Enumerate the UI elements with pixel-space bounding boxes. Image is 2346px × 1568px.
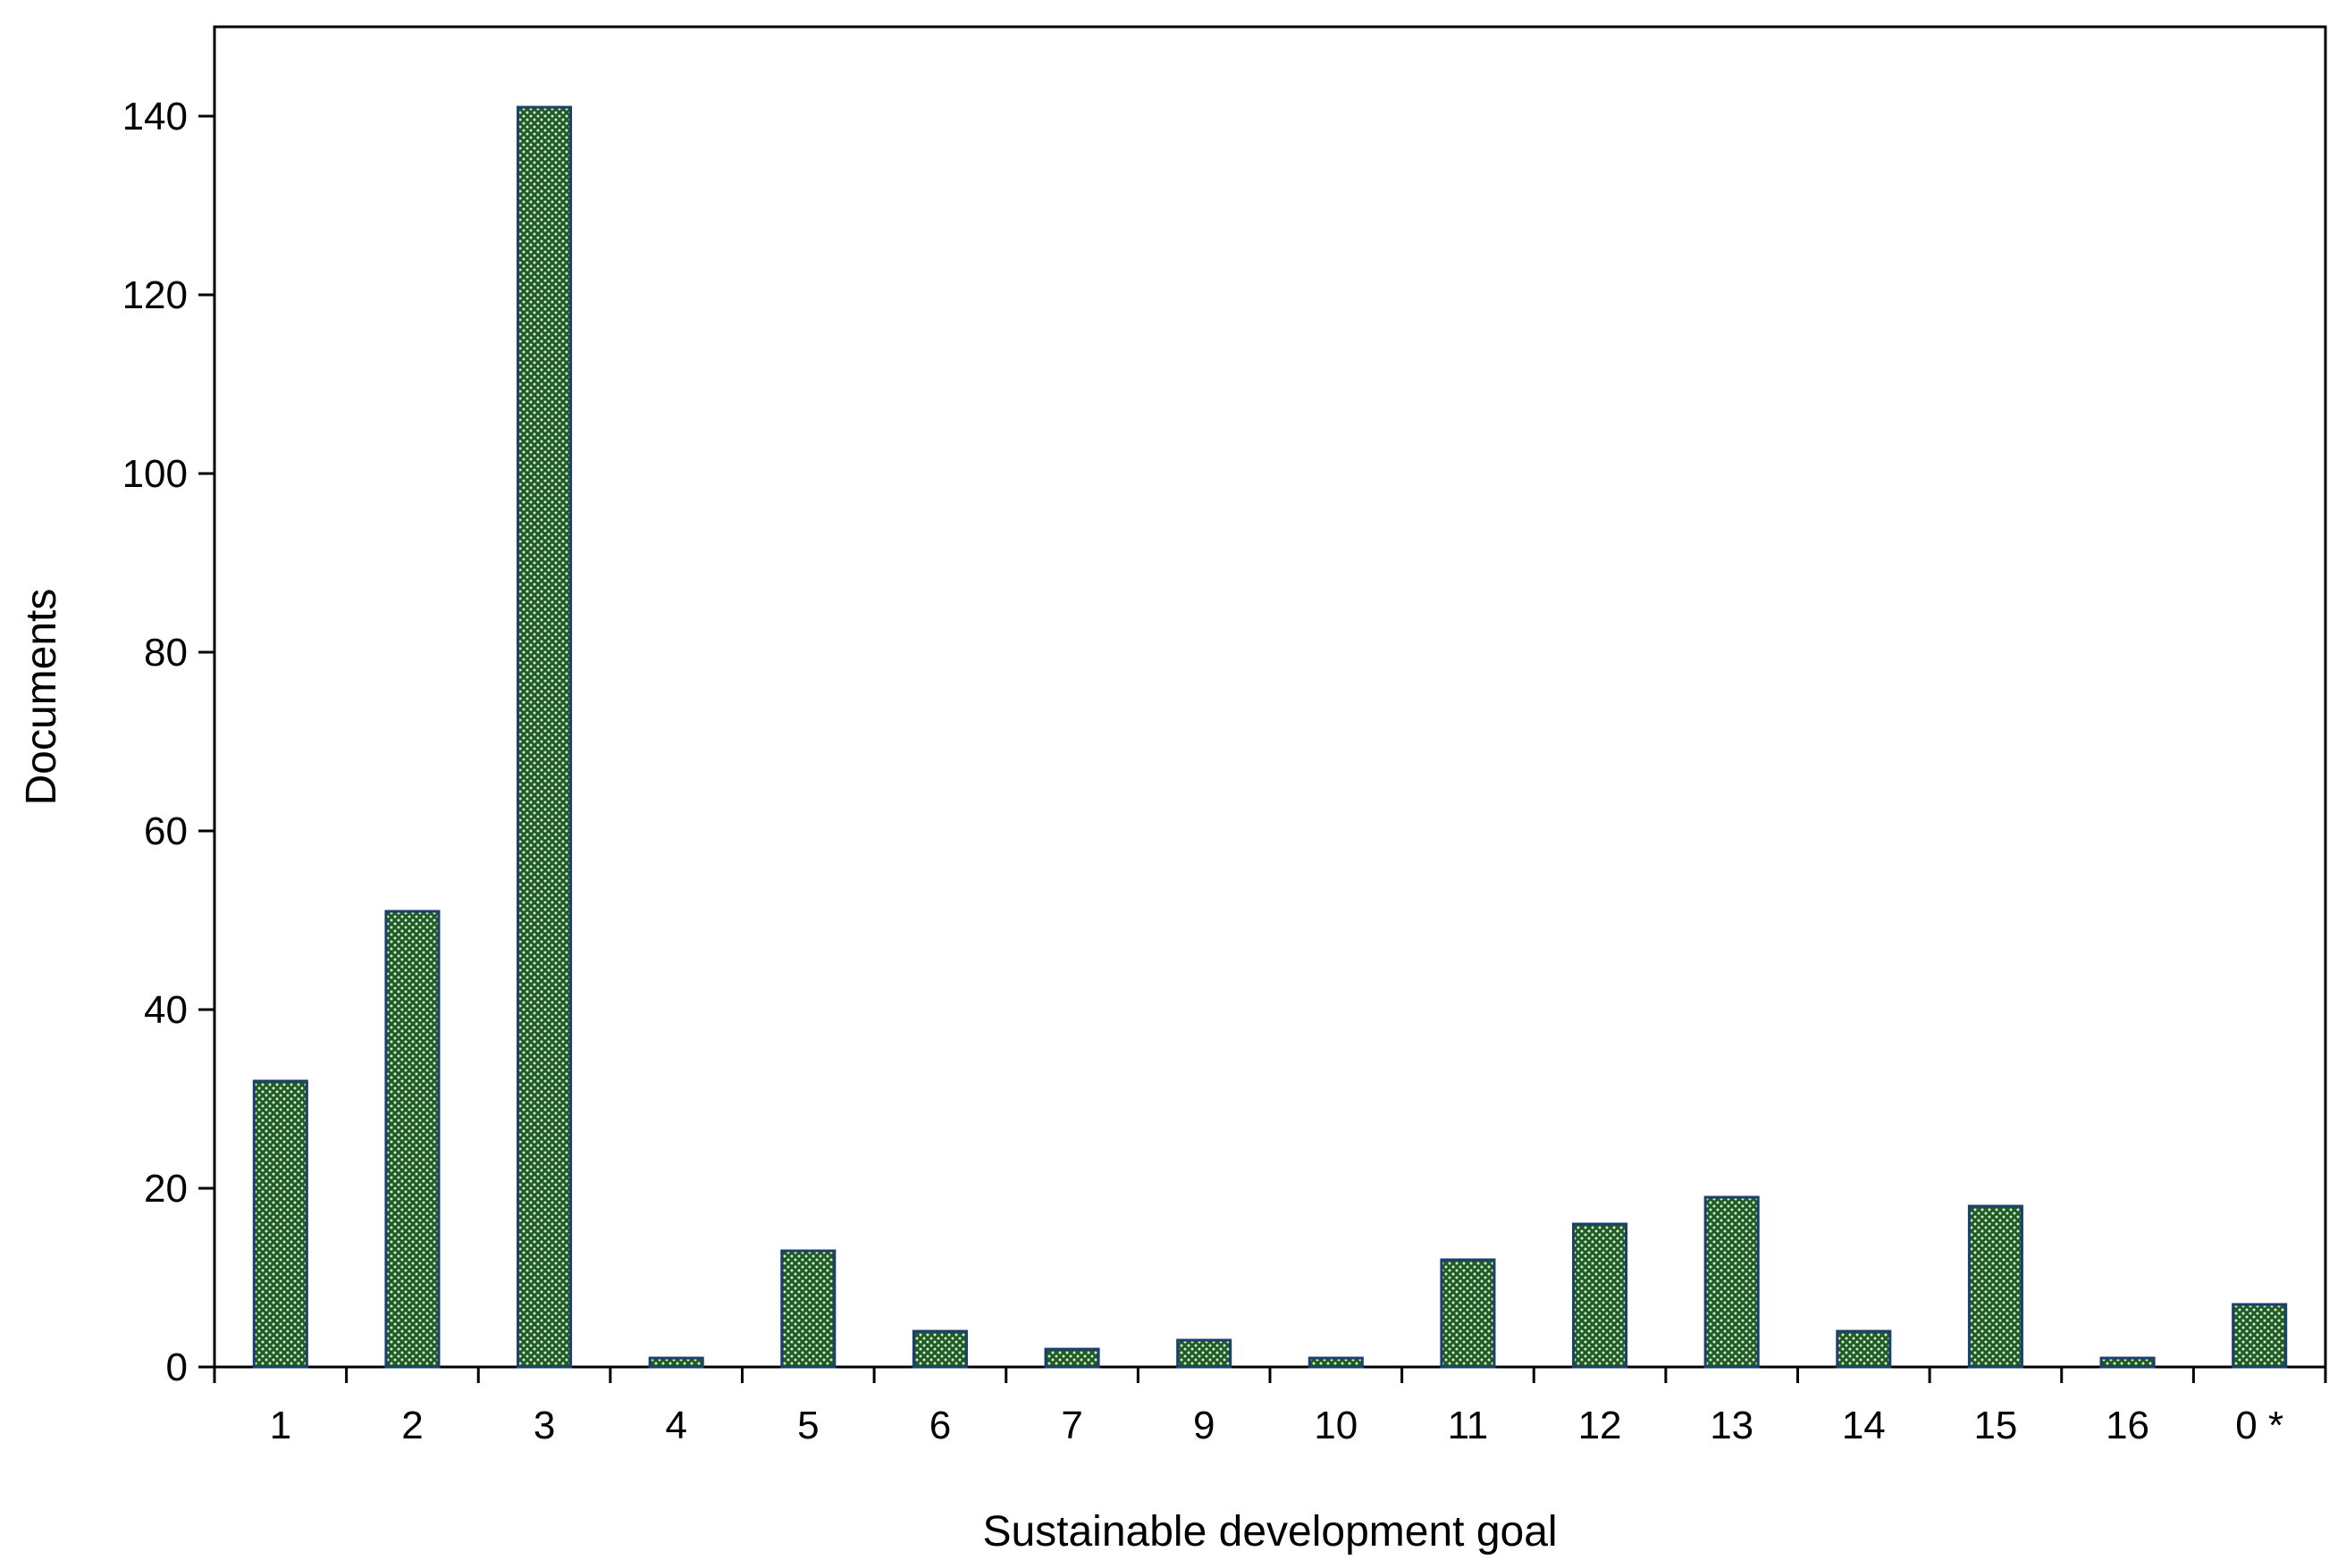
x-axis: 1 2 3 4 5 6 7 9 10 11 12 13 14 15 16 0 * bbox=[213, 1367, 2327, 1447]
y-axis-title: Documents bbox=[18, 589, 65, 806]
y-axis: 0 20 40 60 80 100 120 140 bbox=[122, 95, 214, 1389]
bar-goal-1 bbox=[252, 1079, 308, 1369]
y-tick-label: 80 bbox=[144, 631, 188, 675]
bar-goal-14 bbox=[1836, 1329, 1892, 1369]
y-tick-label: 40 bbox=[144, 988, 188, 1032]
x-tick-label: 4 bbox=[665, 1404, 686, 1447]
bar-goal-0 bbox=[2232, 1303, 2288, 1369]
x-tick-label: 7 bbox=[1061, 1404, 1082, 1447]
x-tick-label: 2 bbox=[401, 1404, 423, 1447]
x-tick-label: 3 bbox=[534, 1404, 555, 1447]
bar-goal-9 bbox=[1176, 1338, 1232, 1369]
x-tick-label: 14 bbox=[1842, 1404, 1886, 1447]
x-tick-label: 12 bbox=[1578, 1404, 1622, 1447]
bar-series bbox=[252, 105, 2288, 1369]
bar-goal-7 bbox=[1044, 1347, 1100, 1369]
bar-goal-13 bbox=[1703, 1195, 1760, 1369]
y-tick-label: 60 bbox=[144, 809, 188, 853]
bar-goal-15 bbox=[1967, 1204, 2023, 1369]
x-tick-label: 15 bbox=[1973, 1404, 2017, 1447]
x-tick-label: 6 bbox=[929, 1404, 951, 1447]
x-axis-title: Sustainable development goal bbox=[982, 1508, 1557, 1555]
bar-goal-2 bbox=[384, 910, 441, 1369]
y-tick-label: 20 bbox=[144, 1167, 188, 1211]
x-tick-label: 11 bbox=[1448, 1404, 1489, 1447]
bar-goal-12 bbox=[1572, 1222, 1628, 1369]
y-tick-label: 140 bbox=[122, 95, 188, 138]
bar-goal-10 bbox=[1308, 1356, 1364, 1369]
x-tick-label: 9 bbox=[1193, 1404, 1215, 1447]
x-tick-label: 10 bbox=[1314, 1404, 1358, 1447]
x-tick-label: 16 bbox=[2106, 1404, 2149, 1447]
bar-goal-4 bbox=[648, 1356, 704, 1369]
y-tick-label: 120 bbox=[122, 273, 188, 317]
bar-goal-11 bbox=[1440, 1258, 1496, 1369]
bar-goal-6 bbox=[912, 1329, 968, 1369]
x-tick-label: 0 * bbox=[2235, 1404, 2283, 1447]
bar-goal-3 bbox=[517, 105, 573, 1369]
x-tick-label: 5 bbox=[797, 1404, 819, 1447]
bar-goal-16 bbox=[2099, 1356, 2156, 1369]
x-tick-label: 13 bbox=[1710, 1404, 1753, 1447]
y-tick-label: 0 bbox=[166, 1346, 188, 1389]
bar-goal-5 bbox=[780, 1249, 837, 1369]
y-tick-label: 100 bbox=[122, 452, 188, 496]
x-tick-label: 1 bbox=[270, 1404, 291, 1447]
